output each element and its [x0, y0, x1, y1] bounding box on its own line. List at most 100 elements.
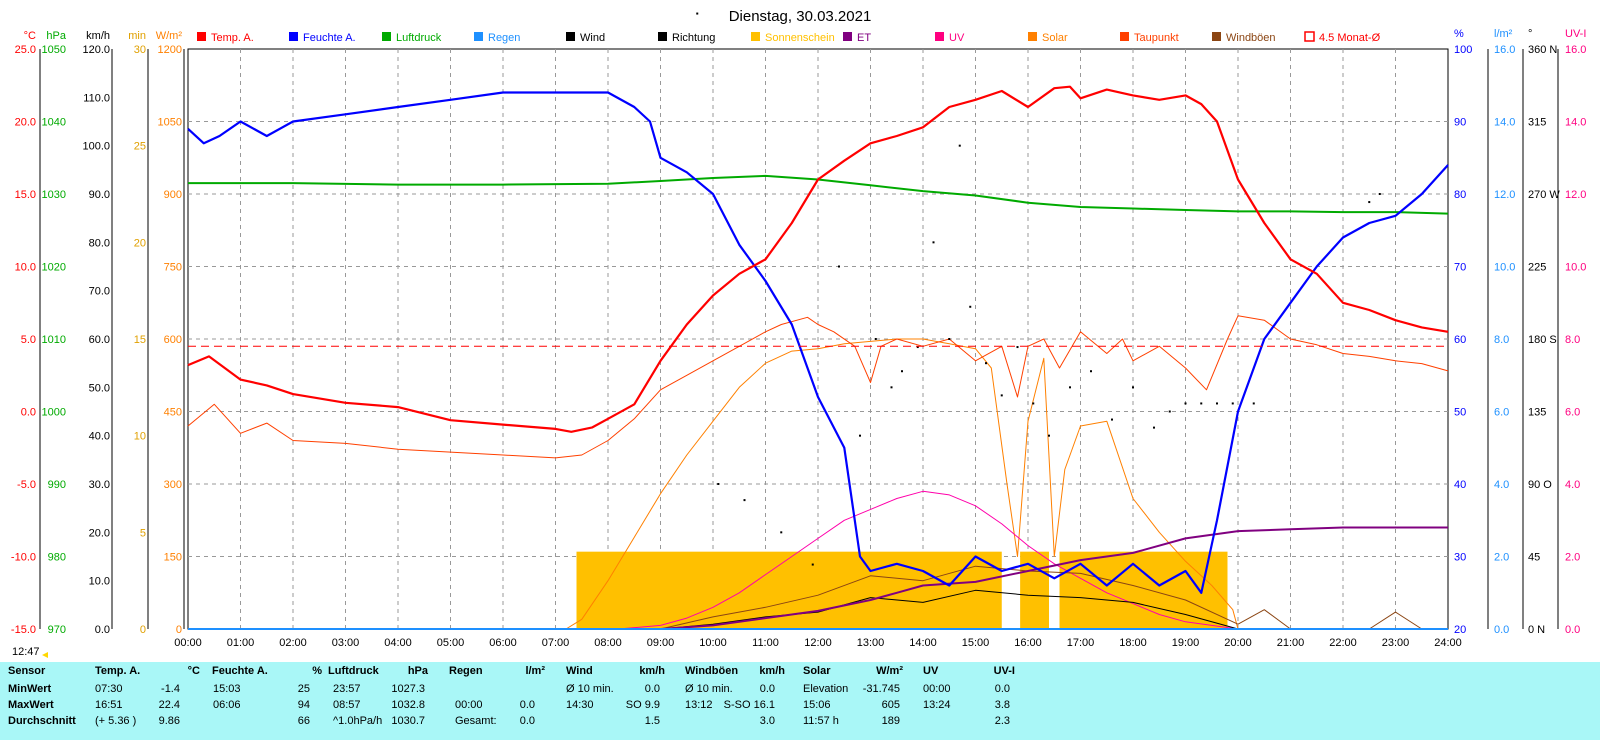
direction-point — [859, 434, 861, 437]
axis-tick-label: 5 — [140, 527, 146, 539]
direction-point — [717, 483, 720, 485]
legend-swatch — [1304, 31, 1315, 42]
direction-point — [1184, 402, 1187, 405]
axis-tick-label: 120.0 — [82, 44, 110, 56]
x-tick-label: 10:00 — [699, 637, 727, 649]
axis-tick-label: 40.0 — [89, 431, 110, 443]
legend-label: Taupunkt — [1134, 32, 1179, 44]
time-marker — [42, 652, 48, 658]
direction-point — [1378, 193, 1381, 195]
axis-tick-label: 315 — [1528, 117, 1546, 129]
axis-tick-label: 135 — [1528, 407, 1546, 419]
stats-cell: 08:57 — [333, 699, 361, 711]
stats-cell: Gesamt: — [455, 715, 497, 727]
axis-tick-label: 20 — [1454, 624, 1466, 636]
stats-cell: 1030.7 — [391, 715, 425, 727]
stats-header-km-h: km/h — [639, 665, 665, 677]
legend-swatch — [382, 32, 391, 41]
legend-swatch — [843, 32, 852, 41]
axis-tick-label: -5.0 — [17, 479, 36, 491]
stats-bar: Sensor Temp. A. °C Feuchte A.% Luftdruck hPa R… — [0, 662, 1600, 740]
time-label: 12:47 — [12, 646, 40, 658]
stats-cell: 14:30 — [566, 699, 594, 711]
stats-cell: -1.4 — [161, 683, 180, 695]
stats-cell: Ø 10 min. — [685, 683, 733, 695]
stats-cell: 13:24 — [923, 699, 951, 711]
axis-tick-label: 600 — [164, 334, 182, 346]
legend-item-feuchte-a: Feuchte A. — [289, 32, 356, 44]
legend-item-richtung: Richtung — [658, 32, 715, 44]
stats-cell: 00:00 — [923, 683, 951, 695]
stats-cell: SO 9.9 — [625, 699, 660, 711]
axis-tick-label: 20.0 — [89, 527, 110, 539]
legend-label: 4.5 Monat-Ø — [1319, 32, 1381, 44]
series-et — [188, 526, 1448, 630]
x-tick-label: 22:00 — [1329, 637, 1357, 649]
stats-cell: -31.745 — [862, 683, 900, 695]
stats-header-hpa: hPa — [407, 665, 428, 677]
grid — [188, 49, 1448, 629]
axis-tick-label: 80.0 — [89, 237, 110, 249]
direction-point — [1000, 394, 1003, 397]
legend-item-regen: Regen — [474, 32, 520, 44]
x-tick-label: 06:00 — [489, 637, 517, 649]
axis-tick-label: 60.0 — [89, 334, 110, 346]
axis-tick-label: 1050 — [42, 44, 66, 56]
axis-tick-label: 8.0 — [1494, 334, 1509, 346]
axis-unit: °C — [24, 30, 36, 42]
axis-tick-label: 20.0 — [15, 117, 36, 129]
stats-cell: 0.0 — [994, 683, 1010, 695]
legend-item-wind: Wind — [566, 32, 605, 44]
axis-tick-label: 100.0 — [82, 141, 110, 153]
stats-cell: 15:06 — [803, 699, 831, 711]
x-tick-label: 24:00 — [1434, 637, 1462, 649]
axis-unit: km/h — [86, 30, 110, 42]
legend-label: Luftdruck — [396, 32, 442, 44]
x-tick-label: 09:00 — [647, 637, 675, 649]
direction-point — [1168, 410, 1171, 413]
direction-point — [948, 338, 951, 340]
stats-cell: 07:30 — [95, 683, 123, 695]
series-taupunkt — [187, 315, 1449, 459]
x-tick-label: 19:00 — [1172, 637, 1200, 649]
direction-point — [969, 305, 972, 308]
legend-label: ET — [857, 32, 871, 44]
axis-tick-label: 1050 — [158, 117, 182, 129]
axis-tick-label: 180 S — [1528, 334, 1557, 346]
stats-cell: 605 — [881, 699, 900, 711]
legend-swatch — [566, 32, 575, 41]
legend-swatch — [751, 32, 760, 41]
stats-cell: 1.5 — [644, 715, 660, 727]
stats-cell: 0.0 — [519, 699, 535, 711]
direction-point — [811, 563, 814, 566]
legend-label: Feuchte A. — [303, 32, 356, 44]
x-tick-label: 11:00 — [752, 637, 779, 649]
axis-unit: hPa — [46, 30, 66, 42]
stats-cell: 0.0 — [759, 683, 775, 695]
axis--right: ° 360 N 315 270 W 225 180 S 135 90 O 45 0 N — [1528, 28, 1560, 636]
stats-row-label-maxwert: MaxWert — [8, 699, 54, 711]
series-uv — [188, 490, 1239, 630]
stats-header-regen: Regen — [449, 665, 483, 677]
axis-tick-label: 0 N — [1528, 624, 1545, 636]
axis-tick-label: 1040 — [42, 117, 66, 129]
stats-cell: 3.8 — [994, 699, 1010, 711]
axis-tick-label: -10.0 — [11, 552, 36, 564]
direction-point — [1252, 402, 1255, 405]
x-tick-label: 18:00 — [1119, 637, 1147, 649]
x-tick-label: 08:00 — [594, 637, 622, 649]
axis-tick-label: 270 W — [1528, 189, 1560, 201]
x-tick-label: 16:00 — [1014, 637, 1042, 649]
direction-point — [890, 386, 893, 389]
stats-cell: 23:57 — [333, 683, 361, 695]
stats-cell: 1032.8 — [391, 699, 425, 711]
weather-chart: Dienstag, 30.03.2021 Temp. A. Feuchte A. L… — [11, 8, 1586, 658]
axis-tick-label: 8.0 — [1565, 334, 1580, 346]
axis-tick-label: 4.0 — [1565, 479, 1580, 491]
axis-tick-label: 15 — [134, 334, 146, 346]
x-tick-label: 17:00 — [1067, 637, 1095, 649]
axis-tick-label: 0.0 — [21, 407, 36, 419]
stats-header-km-h: km/h — [759, 665, 785, 677]
axis-tick-label: 60 — [1454, 334, 1466, 346]
stats-header-feuchte-a: Feuchte A. — [212, 665, 268, 677]
